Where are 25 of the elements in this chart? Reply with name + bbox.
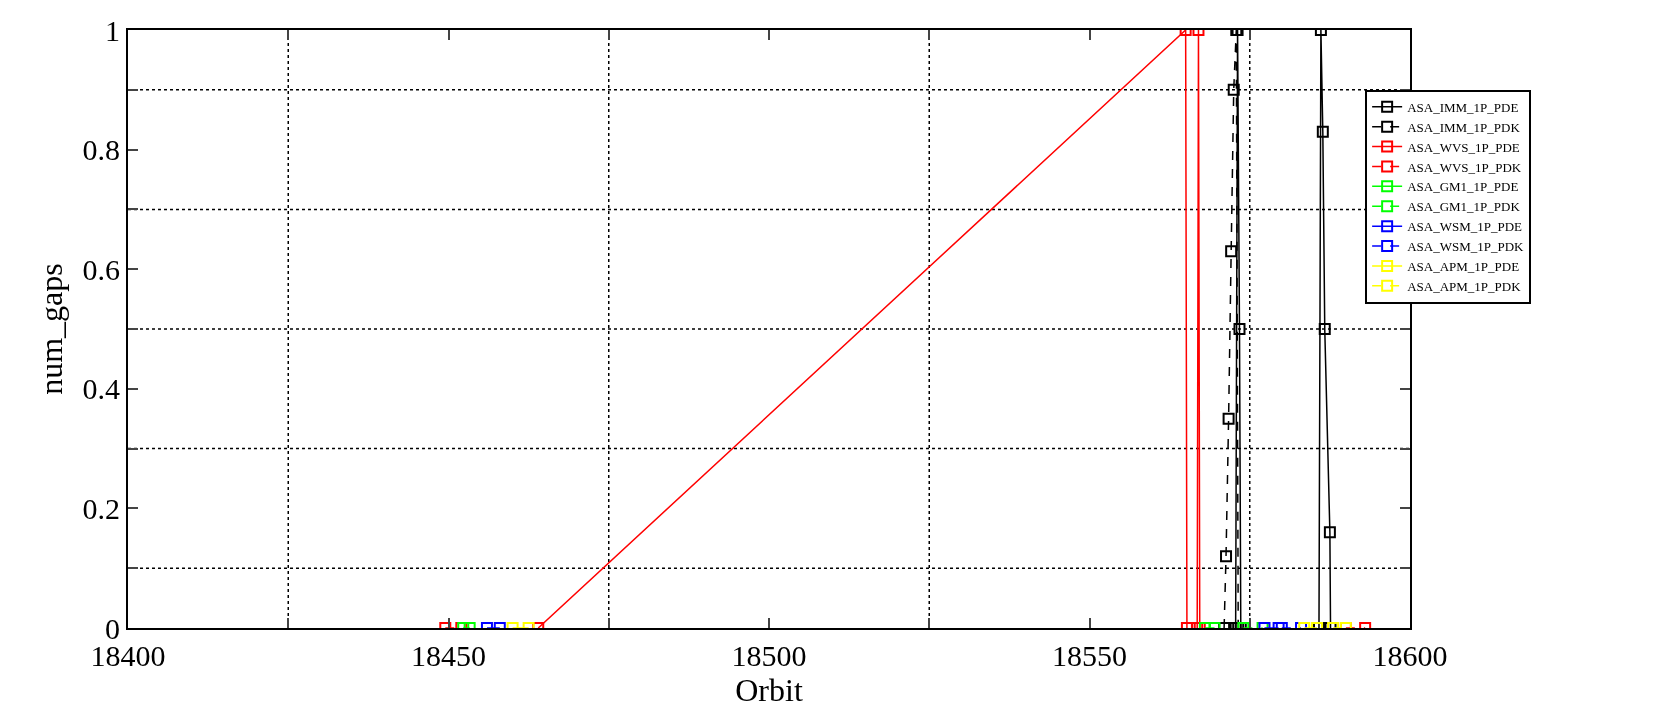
- legend-label: ASA_IMM_1P_PDK: [1407, 119, 1521, 135]
- x-tick-label: 18500: [731, 639, 807, 672]
- x-tick-label: 18450: [411, 639, 486, 672]
- legend-label: ASA_WVS_1P_PDK: [1407, 159, 1522, 175]
- point: [1225, 245, 1238, 258]
- x-tick-label: 18600: [1372, 639, 1448, 672]
- legend-label: ASA_WSM_1P_PDK: [1407, 239, 1525, 255]
- y-tick-label: 0.8: [82, 133, 120, 167]
- y-tick-label: 0.2: [82, 491, 120, 525]
- legend-label: ASA_WVS_1P_PDE: [1407, 139, 1520, 155]
- x-tick-label: 18550: [1052, 639, 1127, 672]
- legend-label: ASA_APM_1P_PDE: [1407, 259, 1520, 275]
- y-axis-title: num_gaps: [33, 263, 70, 395]
- legend-label: ASA_APM_1P_PDK: [1407, 278, 1522, 294]
- legend-label: ASA_GM1_1P_PDK: [1407, 199, 1521, 215]
- y-tick-label: 1: [105, 13, 120, 47]
- point: [1222, 412, 1235, 425]
- x-axis-title: Orbit: [735, 672, 803, 708]
- point: [1233, 323, 1246, 335]
- y-tick-label: 0.4: [82, 372, 120, 406]
- legend-label: ASA_WSM_1P_PDE: [1407, 219, 1523, 235]
- legend-label: ASA_GM1_1P_PDE: [1407, 179, 1519, 195]
- y-tick-label: 0.6: [82, 252, 120, 286]
- point: [1318, 323, 1331, 335]
- legend-label: ASA_IMM_1P_PDE: [1407, 99, 1519, 115]
